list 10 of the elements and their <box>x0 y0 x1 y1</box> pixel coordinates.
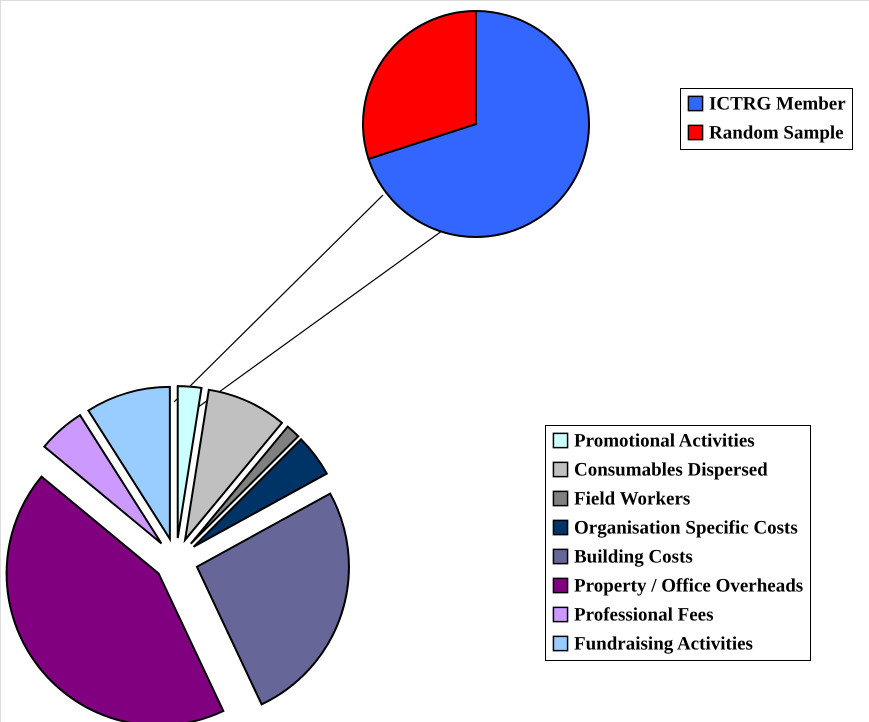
legend-label: Consumables Dispersed <box>574 460 768 480</box>
legend-label: Field Workers <box>574 488 690 510</box>
legend-label: Fundraising Activities <box>574 634 753 654</box>
legend-label: Random Sample <box>709 122 844 144</box>
legend-label: Organisation Specific Costs <box>574 518 798 538</box>
legend-label: ICTRG Member <box>709 94 846 114</box>
legend-label: Building Costs <box>574 546 693 568</box>
legend-label: Property / Office Overheads <box>574 576 804 596</box>
legend-label: Professional Fees <box>574 604 714 626</box>
legend-label: Promotional Activities <box>574 430 755 452</box>
